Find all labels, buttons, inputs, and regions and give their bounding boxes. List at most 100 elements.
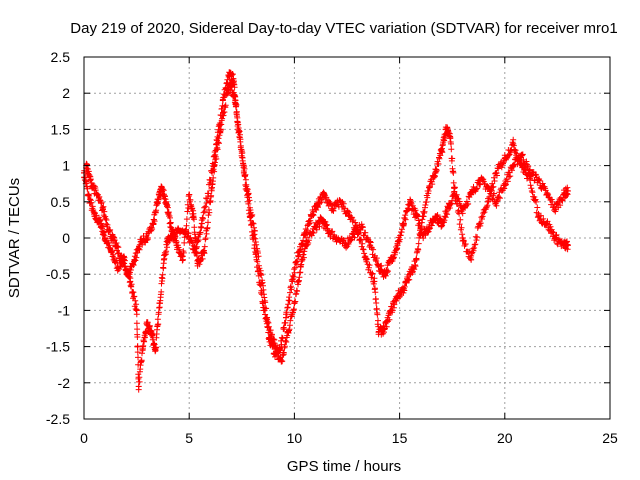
data-point	[99, 206, 106, 213]
data-point	[442, 126, 449, 133]
data-point	[394, 292, 401, 299]
data-point	[447, 133, 454, 140]
data-point	[329, 206, 336, 213]
data-point	[194, 260, 201, 267]
y-tick-label: 2	[62, 85, 70, 101]
data-point	[510, 140, 517, 147]
data-point	[257, 271, 264, 278]
data-point	[285, 329, 292, 336]
data-point	[251, 227, 258, 234]
data-point	[304, 238, 311, 245]
data-point	[127, 278, 134, 285]
data-point	[371, 278, 378, 285]
data-point	[354, 227, 361, 234]
data-point	[493, 169, 500, 176]
data-point	[484, 198, 491, 205]
data-point	[226, 72, 233, 79]
y-axis-label: SDTVAR / TECUs	[6, 178, 23, 298]
data-point	[560, 191, 567, 198]
data-point	[163, 198, 170, 205]
data-point	[160, 256, 167, 263]
data-point	[114, 263, 121, 270]
data-point	[438, 148, 445, 155]
data-point	[407, 198, 414, 205]
data-point	[272, 350, 279, 357]
data-point	[97, 220, 104, 227]
series-track-b	[83, 80, 571, 354]
data-point	[200, 249, 207, 256]
y-tick-label: 1	[62, 158, 70, 174]
data-point	[552, 235, 559, 241]
x-tick-label: 20	[497, 430, 513, 446]
data-point	[388, 256, 395, 263]
data-point	[228, 82, 235, 89]
x-tick-label: 25	[602, 430, 618, 446]
data-point	[381, 271, 388, 278]
data-point	[564, 187, 571, 194]
data-point	[219, 97, 226, 104]
data-point	[381, 325, 388, 332]
data-point	[156, 300, 163, 307]
data-point	[312, 224, 319, 231]
data-point	[217, 126, 224, 133]
data-point	[362, 256, 369, 263]
data-point	[232, 97, 239, 104]
data-point	[87, 177, 94, 184]
data-point	[93, 191, 100, 198]
data-point	[152, 347, 159, 354]
data-point	[264, 314, 271, 321]
data-point	[102, 235, 109, 241]
data-point	[367, 242, 374, 249]
x-tick-label: 15	[392, 430, 408, 446]
data-point	[400, 285, 407, 292]
data-point	[510, 162, 517, 169]
y-tick-label: -0.5	[46, 266, 70, 282]
data-point	[158, 184, 165, 191]
data-point	[297, 263, 304, 270]
data-point	[501, 155, 508, 162]
data-point	[167, 220, 174, 227]
data-point	[375, 263, 382, 270]
data-point	[148, 329, 155, 336]
data-point	[245, 191, 252, 198]
data-point	[564, 242, 571, 249]
data-point	[308, 213, 315, 220]
data-point	[154, 198, 161, 205]
chart-title: Day 219 of 2020, Sidereal Day-to-day VTE…	[70, 20, 617, 37]
data-point	[238, 148, 245, 155]
tick-labels: 0 5 10 15 20 25 -2.5 -2 -1.5 -1 -0.5 0 0.5 1 1.5 2 2.5	[46, 49, 618, 446]
data-point	[407, 271, 414, 278]
x-tick-label: 10	[287, 430, 303, 446]
x-tick-label: 0	[80, 430, 88, 446]
data-point	[325, 227, 332, 234]
data-point	[150, 220, 157, 227]
data-point	[125, 271, 132, 278]
y-tick-label: -2	[58, 375, 71, 391]
data-point	[501, 180, 508, 187]
data-point	[459, 235, 466, 241]
data-point	[173, 242, 180, 249]
data-point	[190, 213, 197, 220]
data-point	[438, 220, 445, 227]
data-markers	[81, 69, 571, 393]
data-point	[413, 256, 420, 263]
data-point	[165, 235, 172, 241]
data-point	[476, 220, 483, 227]
data-point	[320, 191, 327, 198]
data-point	[426, 184, 433, 191]
data-point	[137, 238, 144, 245]
data-point	[224, 90, 231, 97]
data-point	[85, 191, 92, 198]
data-point	[291, 300, 298, 307]
data-point	[144, 235, 151, 241]
data-point	[432, 169, 439, 176]
data-point	[207, 198, 214, 205]
data-point	[289, 278, 296, 285]
data-point	[295, 249, 302, 256]
data-point	[543, 191, 550, 198]
y-tick-label: 2.5	[51, 49, 71, 65]
data-point	[186, 191, 193, 198]
data-point	[211, 162, 218, 169]
